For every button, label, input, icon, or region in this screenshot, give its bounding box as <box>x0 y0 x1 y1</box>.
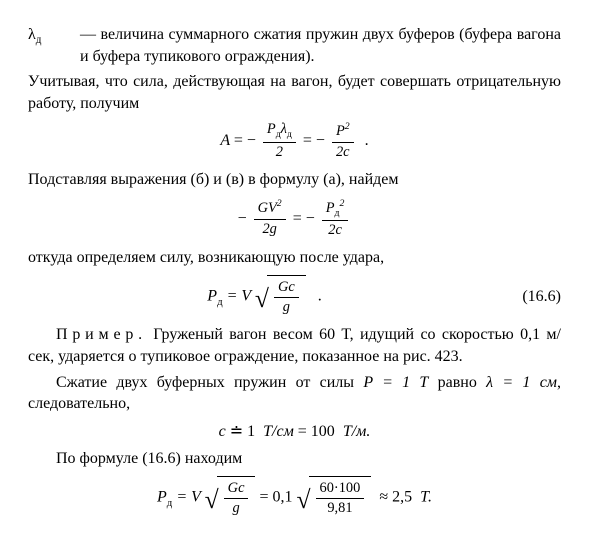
para-1: Учитывая, что сила, действующая на вагон… <box>28 71 561 114</box>
para-2: Подставляя выражения (б) и (в) в формулу… <box>28 169 561 191</box>
para-5: Сжатие двух буферных пружин от силы P = … <box>28 372 561 415</box>
equation-result: Pд = V Gcg = 0,1 60·1009,81 ≈ 2,5 Т. <box>28 476 561 520</box>
equation-16-6: Pд = V Gcg . (16.6) <box>28 275 561 319</box>
example-label: Пример. <box>56 326 147 343</box>
para-3: откуда определяем силу, возникающую посл… <box>28 247 561 269</box>
para-6: По формуле (16.6) находим <box>28 448 561 470</box>
definition-term: λд <box>28 24 80 67</box>
equation-c: c ≐ 1 Т/см = 100 Т/м. <box>28 421 561 443</box>
equation-b: − GV22g = − Pд22c <box>28 197 561 241</box>
definition-body: — величина суммарного сжатия пружин двух… <box>80 24 561 67</box>
para-example: Пример. Груженый вагон весом 60 Т, идущи… <box>28 324 561 367</box>
definition-lambda: λд — величина суммарного сжатия пружин д… <box>28 24 561 67</box>
equation-number: (16.6) <box>501 286 561 308</box>
equation-a: A = − Pдλд2 = − P22c . <box>28 120 561 163</box>
